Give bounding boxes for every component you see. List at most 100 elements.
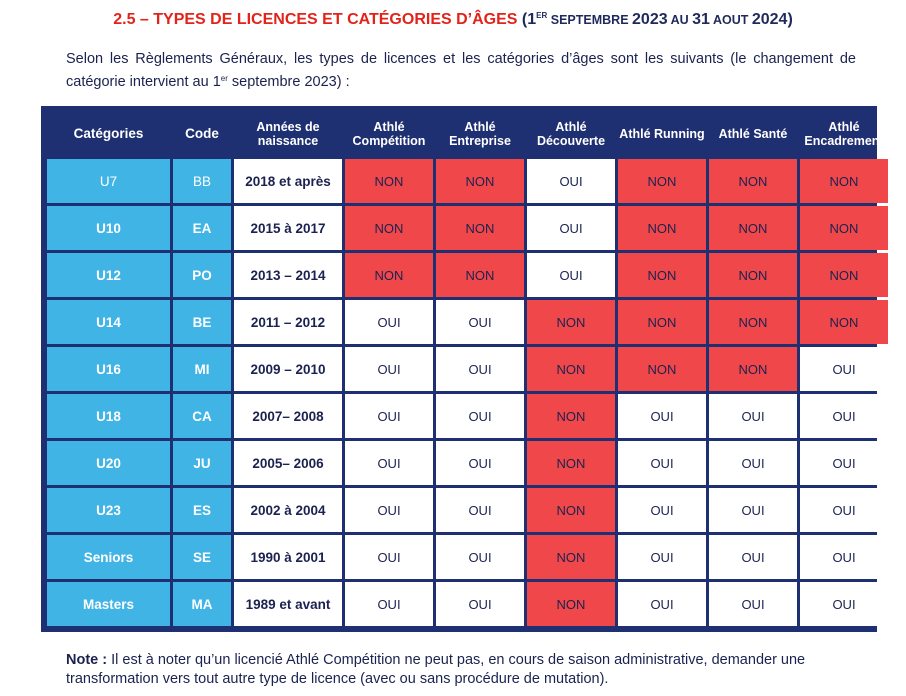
table-row: U16 MI 2009 – 2010 OUI OUI NON NON NON OUI [47, 347, 888, 391]
birth-years-cell: 2005– 2006 [234, 441, 342, 485]
licence-value-cell: OUI [436, 394, 524, 438]
code-cell: CA [173, 394, 231, 438]
title-day-2: 31 [692, 11, 710, 28]
table-row: U23 ES 2002 à 2004 OUI OUI NON OUI OUI OUI [47, 488, 888, 532]
licence-value-cell: OUI [345, 535, 433, 579]
table-row: U18 CA 2007– 2008 OUI OUI NON OUI OUI OUI [47, 394, 888, 438]
birth-years-cell: 2002 à 2004 [234, 488, 342, 532]
table-row: U7 BB 2018 et après NON NON OUI NON NON NON [47, 159, 888, 203]
licence-value-cell: OUI [527, 206, 615, 250]
licence-value-cell: NON [436, 206, 524, 250]
licence-value-cell: OUI [618, 441, 706, 485]
licence-value-cell: OUI [527, 253, 615, 297]
licence-value-cell: OUI [345, 300, 433, 344]
birth-years-cell: 2011 – 2012 [234, 300, 342, 344]
code-cell: MI [173, 347, 231, 391]
code-cell: PO [173, 253, 231, 297]
licence-value-cell: OUI [800, 535, 888, 579]
note-text: Il est à noter qu’un licencié Athlé Comp… [66, 652, 806, 687]
category-cell: Masters [47, 582, 170, 626]
licence-value-cell: NON [436, 159, 524, 203]
category-cell: U7 [47, 159, 170, 203]
licence-table-frame: Catégories Code Années de naissance Athlé C… [41, 106, 888, 632]
licence-value-cell: NON [618, 300, 706, 344]
licence-value-cell: NON [709, 159, 797, 203]
category-cell: U14 [47, 300, 170, 344]
licence-value-cell: OUI [436, 582, 524, 626]
title-month-2: AOUT [709, 13, 752, 27]
birth-years-cell: 2007– 2008 [234, 394, 342, 438]
birth-years-cell: 2018 et après [234, 159, 342, 203]
licence-value-cell: OUI [345, 488, 433, 532]
licence-value-cell: NON [618, 347, 706, 391]
header-sante: Athlé Santé [718, 127, 788, 141]
table-row: U20 JU 2005– 2006 OUI OUI NON OUI OUI OUI [47, 441, 888, 485]
licence-value-cell: NON [345, 206, 433, 250]
table-row: Seniors SE 1990 à 2001 OUI OUI NON OUI OUI OUI [47, 535, 888, 579]
code-cell: JU [173, 441, 231, 485]
licence-value-cell: OUI [618, 535, 706, 579]
licence-value-cell: OUI [345, 582, 433, 626]
header-encadrement: Athlé Encadrement [804, 120, 884, 148]
intro-sup: er [220, 74, 228, 83]
licence-value-cell: OUI [345, 441, 433, 485]
header-decouverte: Athlé Découverte [536, 120, 606, 148]
licence-value-cell: OUI [709, 582, 797, 626]
category-cell: U10 [47, 206, 170, 250]
licence-table: Catégories Code Années de naissance Athlé C… [44, 109, 891, 629]
licence-value-cell: NON [527, 347, 615, 391]
table-row: Masters MA 1989 et avant OUI OUI NON OUI OUI OUI [47, 582, 888, 626]
code-cell: EA [173, 206, 231, 250]
licence-value-cell: NON [800, 159, 888, 203]
intro-text-before: Selon les Règlements Généraux, les types… [66, 51, 856, 90]
title-au: AU [667, 13, 693, 27]
licence-value-cell: NON [527, 300, 615, 344]
licence-value-cell: OUI [709, 394, 797, 438]
title-paren-open: (1 [521, 11, 537, 28]
category-cell: U23 [47, 488, 170, 532]
header-categories: Catégories [73, 126, 144, 141]
licence-value-cell: NON [345, 159, 433, 203]
title-year-2: 2024) [751, 11, 793, 28]
licence-value-cell: OUI [709, 535, 797, 579]
licence-value-cell: NON [709, 347, 797, 391]
licence-value-cell: NON [709, 253, 797, 297]
category-cell: U16 [47, 347, 170, 391]
licence-value-cell: OUI [800, 347, 888, 391]
birth-years-cell: 1989 et avant [234, 582, 342, 626]
header-running: Athlé Running [619, 127, 705, 141]
table-row: U10 EA 2015 à 2017 NON NON OUI NON NON NON [47, 206, 888, 250]
birth-years-cell: 1990 à 2001 [234, 535, 342, 579]
licence-value-cell: NON [618, 253, 706, 297]
code-cell: BE [173, 300, 231, 344]
licence-value-cell: OUI [345, 394, 433, 438]
section-title: 2.5 – TYPES DE LICENCES ET CATÉGORIES D’… [0, 11, 906, 29]
birth-years-cell: 2013 – 2014 [234, 253, 342, 297]
licence-value-cell: OUI [436, 488, 524, 532]
licence-value-cell: NON [618, 159, 706, 203]
licence-value-cell: NON [436, 253, 524, 297]
title-month-1: SEPTEMBRE [547, 13, 633, 27]
title-year-1: 2023 [632, 11, 668, 28]
category-cell: U12 [47, 253, 170, 297]
intro-text-after: septembre 2023) : [227, 74, 350, 90]
licence-value-cell: OUI [345, 347, 433, 391]
licence-value-cell: NON [345, 253, 433, 297]
licence-value-cell: OUI [709, 441, 797, 485]
header-competition: Athlé Compétition [352, 120, 426, 148]
code-cell: ES [173, 488, 231, 532]
table-row: U14 BE 2011 – 2012 OUI OUI NON NON NON NON [47, 300, 888, 344]
header-annees: Années de naissance [256, 120, 320, 148]
header-entreprise: Athlé Entreprise [449, 120, 511, 148]
category-cell: U20 [47, 441, 170, 485]
licence-value-cell: NON [800, 300, 888, 344]
title-sup: ER [536, 11, 548, 20]
licence-value-cell: OUI [709, 488, 797, 532]
note-paragraph: Note : Il est à noter qu’un licencié Ath… [66, 651, 866, 689]
licence-value-cell: OUI [618, 488, 706, 532]
licence-value-cell: OUI [436, 535, 524, 579]
table-header-row: Catégories Code Années de naissance Athlé C… [47, 112, 888, 156]
category-cell: Seniors [47, 535, 170, 579]
header-code: Code [185, 126, 219, 141]
licence-value-cell: NON [527, 441, 615, 485]
